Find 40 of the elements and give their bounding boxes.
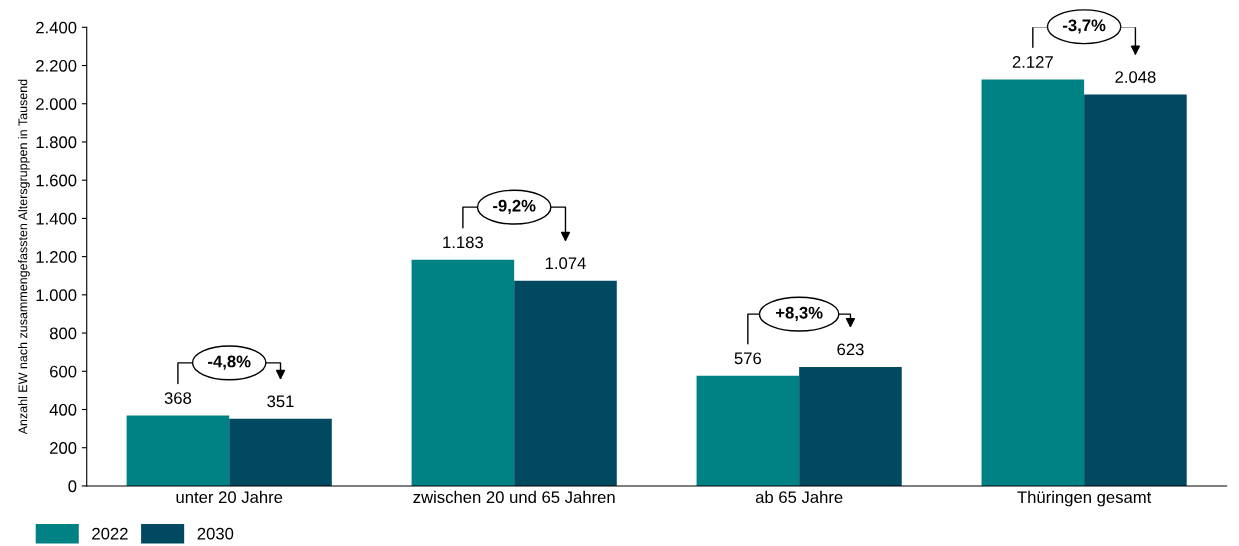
x-tick-label: unter 20 Jahre (176, 490, 283, 504)
data-label: 1.183 (443, 236, 484, 249)
data-label: 576 (734, 352, 762, 365)
bar (981, 79, 1085, 486)
bar (126, 415, 230, 486)
annotation: -9,2% (493, 199, 536, 215)
data-label: 351 (267, 395, 294, 408)
y-tick-label: 600 (50, 365, 77, 378)
data-label: 2.048 (1115, 71, 1156, 83)
legend-label: 2022 (92, 527, 128, 540)
y-tick-label: 1.000 (36, 289, 77, 302)
x-tick-label: ab 65 Jahre (755, 490, 843, 504)
y-tick-label: 800 (49, 327, 77, 340)
data-label: 368 (164, 392, 192, 404)
y-tick-label: 2.400 (36, 21, 77, 34)
y-tick-label: 1.600 (36, 174, 77, 187)
bar (696, 375, 800, 486)
y-tick-label: 1.200 (36, 251, 77, 263)
y-tick-label: 400 (49, 403, 77, 416)
y-tick-label: 200 (50, 442, 77, 454)
data-label: 2.127 (1012, 56, 1053, 68)
annotation: -4,8% (208, 355, 251, 370)
y-tick-label: 0 (68, 480, 77, 493)
bar (1084, 94, 1187, 486)
x-tick-label: Thüringen gesamt (1017, 490, 1152, 507)
y-axis-title: Anzahl EW nach zusammengefassten Altersgruppen in Tausend (18, 79, 30, 435)
y-tick-label: 2.200 (36, 59, 77, 72)
y-tick-label: 1.800 (36, 136, 77, 149)
bar (514, 280, 617, 486)
annotation: -3,7% (1063, 19, 1106, 34)
y-tick-label: 1.400 (36, 212, 77, 225)
x-tick-label: zwischen 20 und 65 Jahren (413, 490, 615, 504)
bar (411, 259, 515, 486)
bar (799, 366, 902, 486)
annotation: +8,3% (775, 306, 823, 322)
bar (229, 418, 332, 486)
y-tick-label: 2.000 (36, 98, 77, 110)
legend-label: 2030 (197, 527, 234, 540)
data-label: 623 (837, 343, 864, 356)
data-label: 1.074 (545, 257, 586, 270)
